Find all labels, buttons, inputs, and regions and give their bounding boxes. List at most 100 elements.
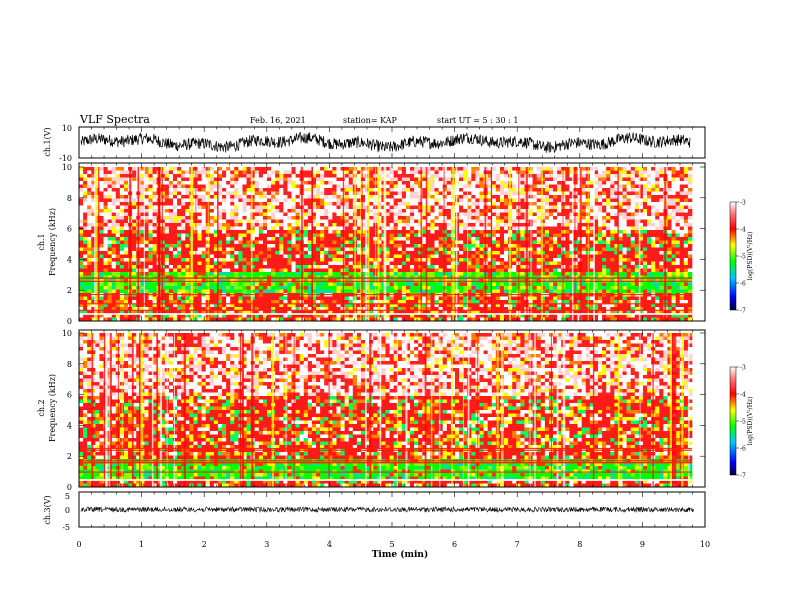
spectrogram-cell <box>91 226 96 231</box>
spectrogram-cell <box>471 181 476 185</box>
spectrogram-cell <box>401 251 407 255</box>
spectrogram-cell <box>479 181 484 185</box>
spectrogram-cell <box>201 216 206 220</box>
spectrogram-cell <box>655 258 660 262</box>
spectrogram-cell <box>548 191 554 196</box>
spectrogram-cell <box>258 233 264 238</box>
spectrogram-cell <box>123 268 129 273</box>
spectrogram-cell <box>250 272 256 276</box>
spectrogram-cell <box>222 261 227 266</box>
spectrogram-cell <box>360 272 366 276</box>
spectrogram-cell <box>209 240 215 245</box>
spectrogram-cell <box>598 170 603 175</box>
spectrogram-cell <box>401 237 407 241</box>
spectrogram-cell <box>340 174 345 178</box>
spectrogram-cell <box>410 181 415 185</box>
spectrogram-cell <box>581 181 587 185</box>
spectrogram-cell <box>217 202 223 206</box>
spectrogram-cell <box>177 177 182 182</box>
spectrogram-cell <box>258 272 264 276</box>
spectrogram-cell <box>303 216 309 220</box>
spectrogram-cell <box>324 268 329 273</box>
spectrogram-cell <box>307 240 313 245</box>
spectrogram-cell <box>197 226 202 231</box>
spectrogram-cell <box>303 205 309 210</box>
spectrogram-cell <box>622 233 627 238</box>
spectrogram-cell <box>209 209 215 213</box>
spectrogram-cell <box>622 181 627 185</box>
spectrogram-cell <box>287 177 292 182</box>
spectrogram-cell <box>471 177 476 182</box>
spectrogram-cell <box>197 261 202 266</box>
spectrogram-cell <box>201 209 206 213</box>
spectrogram-cell <box>258 216 264 220</box>
spectrogram-cell <box>254 251 260 255</box>
spectrogram-cell <box>209 261 215 266</box>
spectrogram-cell <box>491 174 497 178</box>
spectrogram-cell <box>446 212 452 217</box>
spectrogram-cell <box>246 177 251 182</box>
spectrogram-cell <box>426 265 431 269</box>
spectrogram-cell <box>602 205 607 210</box>
spectrogram-cell <box>250 226 256 231</box>
spectrogram-cell <box>642 209 648 213</box>
spectrogram-cell <box>369 174 374 178</box>
spectrogram-cell <box>532 247 538 252</box>
spectrogram-cell <box>217 212 223 217</box>
spectrogram-cell <box>160 184 166 189</box>
spectrogram-cell <box>618 170 623 175</box>
spectrogram-cell <box>606 226 611 231</box>
spectrogram-cell <box>651 188 656 192</box>
spectrogram-cell <box>177 237 182 241</box>
spectrogram-cell <box>295 268 300 273</box>
spectrogram-cell <box>103 230 108 234</box>
spectrogram-cell <box>107 244 112 248</box>
spectrogram-cell <box>667 209 672 213</box>
spectrogram-cell <box>614 258 619 262</box>
spectrogram-cell <box>254 184 260 189</box>
spectrogram-cell <box>213 258 219 262</box>
spectrogram-cell <box>258 191 264 196</box>
spectrogram-cell <box>446 268 452 273</box>
spectrogram-cell <box>397 240 403 245</box>
spectrogram-cell <box>471 258 476 262</box>
spectrogram-cell <box>324 258 329 262</box>
spectrogram-cell <box>316 209 321 213</box>
spectrogram-cell <box>95 177 100 182</box>
spectrogram-cell <box>295 198 300 203</box>
spectrogram-cell <box>246 184 251 189</box>
spectrogram-cell <box>581 167 587 171</box>
spectrogram-cell <box>360 212 366 217</box>
spectrogram-cell <box>369 247 374 252</box>
spectrogram-cell <box>324 254 329 259</box>
spectrogram-cell <box>630 265 636 269</box>
spectrogram-cell <box>172 247 178 252</box>
spectrogram-cell <box>291 233 296 238</box>
spectrogram-cell <box>647 167 652 171</box>
spectrogram-cell <box>356 188 362 192</box>
spectrogram-cell <box>536 268 542 273</box>
spectrogram-cell <box>401 233 407 238</box>
spectrogram-cell <box>430 219 435 224</box>
spectrogram-cell <box>87 212 92 217</box>
spectrogram-cell <box>201 247 206 252</box>
spectrogram-cell <box>479 237 484 241</box>
spectrogram-cell <box>553 216 558 220</box>
spectrogram-cell <box>479 244 484 248</box>
spectrogram-cell <box>393 244 399 248</box>
spectrogram-cell <box>119 188 125 192</box>
spectrogram-cell <box>491 223 497 227</box>
spectrogram-cell <box>226 188 231 192</box>
spectrogram-cell <box>119 233 125 238</box>
spectrogram-cell <box>234 240 239 245</box>
spectrogram-cell <box>573 247 578 252</box>
spectrogram-cell <box>87 258 92 262</box>
spectrogram-cell <box>348 247 354 252</box>
spectrogram-cell <box>397 261 403 266</box>
spectrogram-cell <box>275 202 280 206</box>
spectrogram-cell <box>283 223 288 227</box>
spectrogram-cell <box>434 219 439 224</box>
spectrogram-cell <box>99 247 104 252</box>
spectrogram-cell <box>234 167 239 171</box>
spectrogram-cell <box>655 272 660 276</box>
